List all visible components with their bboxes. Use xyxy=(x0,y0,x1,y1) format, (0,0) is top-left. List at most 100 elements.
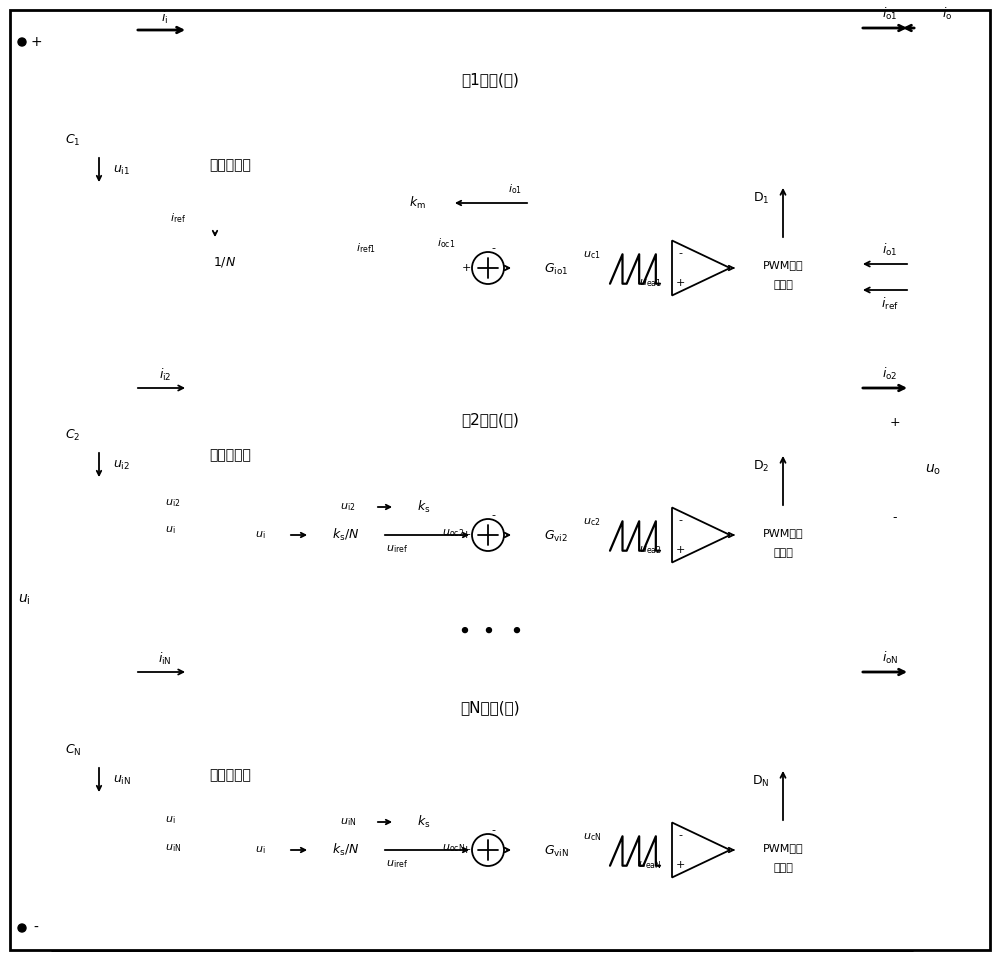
Bar xyxy=(155,755,840,940)
Text: 电流控制器: 电流控制器 xyxy=(209,158,251,172)
Bar xyxy=(738,508,828,578)
Circle shape xyxy=(18,924,26,932)
Bar xyxy=(395,805,453,840)
Text: $i_{\mathrm{o2}}$: $i_{\mathrm{o2}}$ xyxy=(882,366,898,382)
Text: +: + xyxy=(675,278,685,288)
Text: -: - xyxy=(491,825,495,835)
Text: $k_\mathrm{m}$: $k_\mathrm{m}$ xyxy=(409,195,425,211)
Text: $i_{\mathrm{ref}}$: $i_{\mathrm{ref}}$ xyxy=(170,211,186,225)
Bar xyxy=(130,375,855,590)
Bar xyxy=(130,660,855,950)
Bar xyxy=(738,823,828,893)
Text: $u_{\mathrm{i2}}$: $u_{\mathrm{i2}}$ xyxy=(165,497,180,509)
Text: $u_{\mathrm{cN}}$: $u_{\mathrm{cN}}$ xyxy=(583,831,601,843)
Bar xyxy=(738,240,828,310)
Text: $u_{\mathrm{i1}}$: $u_{\mathrm{i1}}$ xyxy=(113,163,130,177)
Polygon shape xyxy=(672,241,730,296)
Text: $C_2$: $C_2$ xyxy=(65,427,81,443)
Text: -: - xyxy=(491,243,495,253)
Text: $G_{\mathrm{viN}}$: $G_{\mathrm{viN}}$ xyxy=(544,844,568,858)
Text: $u_{\mathrm{iN}}$: $u_{\mathrm{iN}}$ xyxy=(340,816,356,828)
Text: 相电路: 相电路 xyxy=(773,548,793,558)
Text: $u_\mathrm{i}$: $u_\mathrm{i}$ xyxy=(18,592,30,608)
Text: $i_{\mathrm{o1}}$: $i_{\mathrm{o1}}$ xyxy=(882,242,898,258)
Bar xyxy=(155,145,840,330)
Text: $\mathrm{D}_2$: $\mathrm{D}_2$ xyxy=(753,459,769,473)
Text: $u_{\mathrm{ocN}}$: $u_{\mathrm{ocN}}$ xyxy=(442,842,465,853)
Text: +: + xyxy=(461,530,471,540)
Text: $i_{\mathrm{ref1}}$: $i_{\mathrm{ref1}}$ xyxy=(356,241,376,255)
Text: 第2模块(从): 第2模块(从) xyxy=(461,413,519,427)
Text: $u_{\mathrm{i2}}$: $u_{\mathrm{i2}}$ xyxy=(113,459,130,471)
Text: +: + xyxy=(675,545,685,555)
Polygon shape xyxy=(672,508,730,563)
Text: $u_{\mathrm{ea2}}$: $u_{\mathrm{ea2}}$ xyxy=(639,544,662,556)
Circle shape xyxy=(472,519,504,551)
Text: $k_\mathrm{s}/N$: $k_\mathrm{s}/N$ xyxy=(332,527,360,543)
Text: $i_{\mathrm{i2}}$: $i_{\mathrm{i2}}$ xyxy=(159,367,171,383)
Text: PWM或移: PWM或移 xyxy=(763,260,803,270)
Text: PWM或移: PWM或移 xyxy=(763,528,803,538)
Text: $u_{\mathrm{i2}}$: $u_{\mathrm{i2}}$ xyxy=(340,501,355,513)
Text: $i_\mathrm{i}$: $i_\mathrm{i}$ xyxy=(161,10,169,26)
Text: $\mathrm{D}_\mathrm{N}$: $\mathrm{D}_\mathrm{N}$ xyxy=(752,774,770,788)
Bar xyxy=(310,833,382,868)
Text: -: - xyxy=(678,515,682,525)
Polygon shape xyxy=(672,823,730,877)
Text: PWM或移: PWM或移 xyxy=(763,843,803,853)
Text: 均压控制器: 均压控制器 xyxy=(209,768,251,782)
Bar xyxy=(310,518,382,553)
Text: $C_\mathrm{N}$: $C_\mathrm{N}$ xyxy=(65,742,81,757)
Text: +: + xyxy=(890,416,900,428)
Text: $u_{\mathrm{oc2}}$: $u_{\mathrm{oc2}}$ xyxy=(442,527,464,539)
Circle shape xyxy=(472,252,504,284)
Text: -: - xyxy=(893,512,897,524)
Text: $i_{\mathrm{o1}}$: $i_{\mathrm{o1}}$ xyxy=(508,182,522,196)
Text: -: - xyxy=(678,830,682,840)
Text: $u_{\mathrm{iref}}$: $u_{\mathrm{iref}}$ xyxy=(386,858,408,870)
Bar xyxy=(190,240,260,285)
Text: $k_\mathrm{s}$: $k_\mathrm{s}$ xyxy=(417,499,431,516)
Text: $u_\mathrm{i}$: $u_\mathrm{i}$ xyxy=(165,814,176,826)
Text: $G_{\mathrm{io1}}$: $G_{\mathrm{io1}}$ xyxy=(544,261,568,276)
Text: 第N模块(从): 第N模块(从) xyxy=(460,701,520,715)
Text: $u_\mathrm{i}$: $u_\mathrm{i}$ xyxy=(165,524,176,536)
Text: $i_{\mathrm{ref}}$: $i_{\mathrm{ref}}$ xyxy=(881,296,899,312)
Bar xyxy=(395,490,453,525)
Text: $u_{\mathrm{c1}}$: $u_{\mathrm{c1}}$ xyxy=(583,249,601,261)
Bar xyxy=(514,830,599,872)
Text: $\bullet\;\bullet\;\bullet$: $\bullet\;\bullet\;\bullet$ xyxy=(457,620,523,640)
Circle shape xyxy=(472,834,504,866)
Text: -: - xyxy=(678,248,682,258)
Text: $i_\mathrm{o}$: $i_\mathrm{o}$ xyxy=(942,6,952,22)
Text: $i_{\mathrm{oc1}}$: $i_{\mathrm{oc1}}$ xyxy=(437,236,455,250)
Text: -: - xyxy=(491,510,495,520)
Text: $\mathrm{D}_1$: $\mathrm{D}_1$ xyxy=(753,190,769,205)
Text: -: - xyxy=(34,921,38,935)
Bar xyxy=(514,515,599,557)
Text: $i_{\mathrm{oN}}$: $i_{\mathrm{oN}}$ xyxy=(882,650,898,666)
Text: $u_{\mathrm{c2}}$: $u_{\mathrm{c2}}$ xyxy=(583,516,601,528)
Text: +: + xyxy=(675,860,685,870)
Text: +: + xyxy=(461,263,471,273)
Bar xyxy=(905,410,960,530)
Text: $i_{\mathrm{o1}}$: $i_{\mathrm{o1}}$ xyxy=(882,6,898,22)
Text: +: + xyxy=(461,845,471,855)
Text: $u_{\mathrm{iref}}$: $u_{\mathrm{iref}}$ xyxy=(386,543,408,555)
Text: $u_\mathrm{i}$: $u_\mathrm{i}$ xyxy=(255,529,266,540)
Text: $u_\mathrm{i}$: $u_\mathrm{i}$ xyxy=(255,844,266,856)
Text: $u_{\mathrm{iN}}$: $u_{\mathrm{iN}}$ xyxy=(113,774,131,786)
Text: $i_{\mathrm{iN}}$: $i_{\mathrm{iN}}$ xyxy=(158,651,172,667)
Text: 相电路: 相电路 xyxy=(773,280,793,290)
Text: 相电路: 相电路 xyxy=(773,863,793,873)
Text: $u_{\mathrm{eaN}}$: $u_{\mathrm{eaN}}$ xyxy=(638,859,662,871)
Bar xyxy=(514,248,599,290)
Text: $G_{\mathrm{vi2}}$: $G_{\mathrm{vi2}}$ xyxy=(544,528,568,543)
Text: 第1模块(主): 第1模块(主) xyxy=(461,73,519,87)
Text: $k_\mathrm{s}$: $k_\mathrm{s}$ xyxy=(417,814,431,830)
Text: $C_1$: $C_1$ xyxy=(65,132,81,148)
Bar xyxy=(130,15,855,340)
Text: $u_\mathrm{o}$: $u_\mathrm{o}$ xyxy=(925,463,941,477)
Text: $u_{\mathrm{ea1}}$: $u_{\mathrm{ea1}}$ xyxy=(639,277,662,289)
Text: $1/N$: $1/N$ xyxy=(213,255,237,269)
